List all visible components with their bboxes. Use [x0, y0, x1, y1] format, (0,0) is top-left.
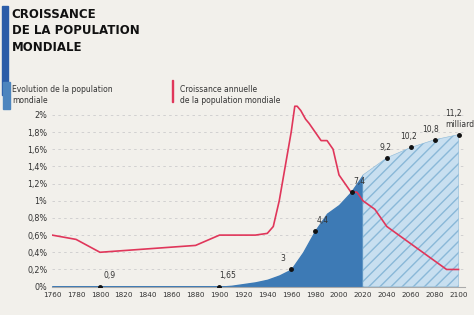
- Text: 9,2: 9,2: [380, 143, 392, 152]
- Text: 3: 3: [281, 255, 285, 263]
- Text: 1,65: 1,65: [219, 271, 237, 280]
- Text: Croissance annuelle
de la population mondiale: Croissance annuelle de la population mon…: [180, 85, 281, 105]
- Text: 0,9: 0,9: [103, 271, 116, 280]
- Text: 10,8: 10,8: [423, 125, 439, 134]
- Text: Evolution de la population
mondiale: Evolution de la population mondiale: [12, 85, 112, 105]
- Text: 4,4: 4,4: [316, 216, 328, 225]
- Text: 11,2
milliards: 11,2 milliards: [446, 109, 474, 129]
- Text: 10,2: 10,2: [400, 133, 417, 141]
- Text: 7,4: 7,4: [353, 177, 365, 186]
- Text: CROISSANCE
DE LA POPULATION
MONDIALE: CROISSANCE DE LA POPULATION MONDIALE: [12, 8, 140, 54]
